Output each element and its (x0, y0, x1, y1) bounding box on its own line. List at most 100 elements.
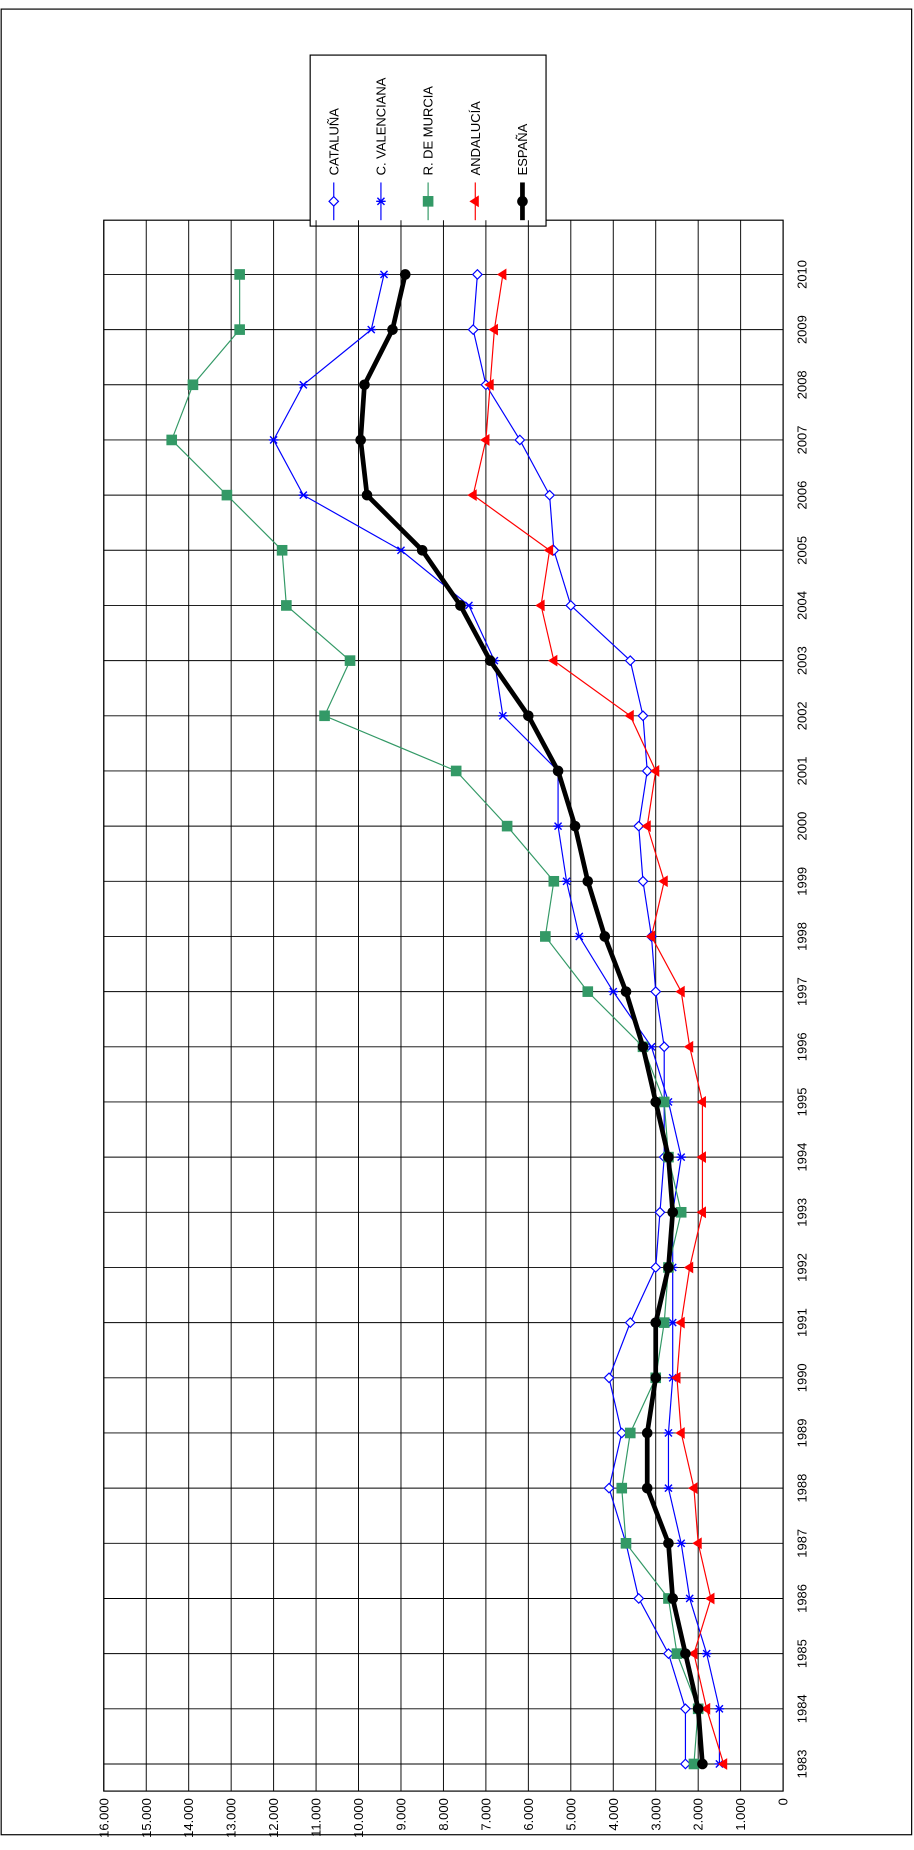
marker (496, 268, 507, 281)
x-tick-label: 2007 (795, 426, 810, 455)
marker (366, 325, 376, 334)
marker (498, 711, 508, 720)
marker (688, 1482, 698, 1495)
marker (620, 986, 632, 997)
marker (608, 987, 618, 996)
marker (700, 1702, 711, 1715)
marker (416, 544, 428, 556)
x-tick-label: 1994 (795, 1143, 810, 1172)
series-line (171, 274, 699, 1765)
legend-label: R. DE MURCIA (421, 86, 436, 176)
chart-layer: 0 1.000 2.000 3.000 4.000 5.000 6.000 7.000 8.00… (96, 77, 809, 1838)
x-tick-label: 1985 (795, 1639, 810, 1668)
marker (616, 1427, 628, 1439)
marker (667, 1593, 679, 1604)
marker (637, 1041, 649, 1053)
marker (548, 875, 560, 887)
marker (535, 599, 545, 612)
x-tick-label: 1983 (795, 1750, 810, 1779)
marker (501, 820, 513, 832)
marker (574, 932, 585, 941)
marker (688, 1758, 700, 1770)
marker (654, 1206, 666, 1218)
marker (671, 1371, 681, 1384)
marker (641, 820, 651, 833)
marker (701, 1649, 712, 1658)
marker (268, 435, 279, 444)
marker (616, 1482, 628, 1494)
marker (234, 269, 245, 280)
marker (675, 1427, 685, 1439)
marker (471, 268, 483, 280)
marker (680, 1648, 691, 1659)
x-tick-label: 2008 (795, 370, 810, 399)
marker (663, 1428, 674, 1437)
marker (658, 1041, 670, 1053)
x-tick-label: 1997 (795, 977, 810, 1006)
marker (714, 1704, 725, 1713)
x-tick-label: 2003 (795, 646, 810, 675)
marker (276, 544, 288, 556)
marker (658, 875, 668, 888)
marker (547, 654, 558, 667)
marker (663, 1484, 674, 1493)
x-tick-label: 1996 (795, 1032, 810, 1061)
marker (620, 1537, 632, 1549)
series-line (472, 274, 725, 1765)
marker (603, 1372, 615, 1384)
marker (561, 877, 572, 886)
marker (696, 1096, 706, 1108)
x-tick-label: 1992 (795, 1253, 810, 1282)
marker (662, 1648, 675, 1660)
x-tick-label: 1998 (795, 922, 810, 951)
marker (675, 1206, 687, 1218)
x-tick-label: 1984 (795, 1694, 810, 1723)
marker (298, 491, 309, 500)
marker (467, 324, 479, 336)
x-tick-label: 2009 (795, 315, 810, 344)
marker (484, 655, 496, 666)
marker (650, 1261, 662, 1274)
marker (663, 1262, 674, 1273)
y-tick-label: 15.000 (139, 1798, 154, 1838)
legend (309, 54, 547, 227)
marker (697, 1758, 708, 1770)
marker (624, 1427, 636, 1439)
marker (676, 1153, 686, 1162)
marker (517, 196, 528, 207)
marker (696, 1206, 706, 1219)
marker (399, 269, 411, 280)
marker (599, 931, 611, 942)
marker (667, 1206, 679, 1218)
marker (658, 1317, 670, 1328)
x-tick-label: 2010 (795, 260, 810, 289)
marker (514, 434, 526, 446)
x-tick-label: 1993 (795, 1198, 810, 1227)
x-tick-label: 1988 (795, 1474, 810, 1503)
marker (166, 434, 178, 446)
y-tick-label: 1.000 (733, 1798, 748, 1830)
marker (650, 986, 662, 998)
y-tick-label: 4.000 (606, 1798, 621, 1830)
marker (387, 324, 398, 335)
marker (565, 599, 577, 612)
marker (688, 1647, 698, 1660)
marker (692, 1703, 704, 1715)
marker (379, 270, 389, 279)
marker (344, 655, 356, 666)
marker (464, 601, 474, 610)
marker (624, 655, 636, 667)
y-tick-label: 10.000 (351, 1798, 366, 1838)
y-tick-label: 11.000 (309, 1798, 324, 1837)
marker (650, 1372, 662, 1384)
marker (361, 489, 373, 501)
marker (544, 489, 556, 501)
x-tick-label: 1990 (795, 1363, 810, 1392)
marker (523, 710, 534, 722)
marker (675, 1316, 685, 1329)
marker (637, 710, 649, 722)
marker (676, 1539, 686, 1548)
marker (582, 875, 594, 887)
x-tick-label: 1991 (795, 1308, 810, 1337)
y-tick-label: 6.000 (521, 1798, 536, 1830)
